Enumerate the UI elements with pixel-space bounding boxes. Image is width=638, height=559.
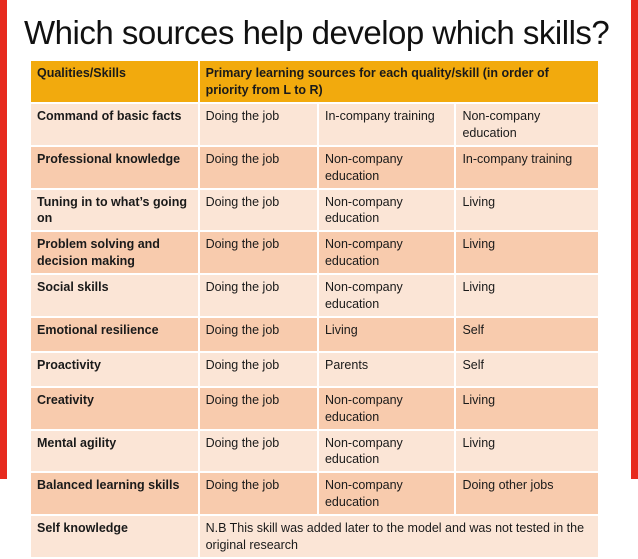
source-cell: Non-company education — [318, 473, 455, 514]
source-cell: Self — [456, 352, 598, 386]
table-row: Professional knowledge Doing the job Non-c… — [31, 146, 598, 188]
source-cell: Doing the job — [199, 146, 317, 188]
header-qualities-skills: Qualities/Skills — [31, 61, 198, 102]
source-cell: Doing other jobs — [456, 473, 598, 514]
table-row: Social skills Doing the job Non-company ed… — [31, 275, 598, 316]
source-cell: Non-company education — [318, 232, 455, 273]
source-cell: Non-company education — [318, 275, 455, 316]
skill-cell: Emotional resilience — [31, 317, 198, 351]
table-header-row: Qualities/Skills Primary learning source… — [31, 61, 598, 102]
source-cell: Doing the job — [199, 232, 317, 273]
source-cell: Non-company education — [318, 430, 455, 472]
source-cell: Living — [456, 232, 598, 273]
source-cell: In-company training — [318, 104, 455, 145]
source-cell: Doing the job — [199, 430, 317, 472]
source-cell: Doing the job — [199, 189, 317, 231]
skill-cell: Mental agility — [31, 430, 198, 472]
skill-cell: Tuning in to what’s going on — [31, 189, 198, 231]
table-row: Balanced learning skills Doing the job Non… — [31, 473, 598, 514]
table-body: Command of basic facts Doing the job In-co… — [31, 104, 598, 557]
skills-sources-table: Qualities/Skills Primary learning source… — [29, 59, 600, 559]
source-cell: Non-company education — [318, 387, 455, 429]
table-row: Proactivity Doing the job Parents Self — [31, 352, 598, 386]
source-cell: In-company training — [456, 146, 598, 188]
table-row: Command of basic facts Doing the job In-co… — [31, 104, 598, 145]
source-cell: Self — [456, 317, 598, 351]
source-cell: Living — [318, 317, 455, 351]
source-cell: Living — [456, 430, 598, 472]
table-row: Mental agility Doing the job Non-company e… — [31, 430, 598, 472]
table-row: Tuning in to what’s going on Doing the jo… — [31, 189, 598, 231]
skill-cell: Balanced learning skills — [31, 473, 198, 514]
skill-cell: Self knowledge — [31, 516, 198, 557]
skill-cell: Proactivity — [31, 352, 198, 386]
source-cell: Parents — [318, 352, 455, 386]
skill-cell: Problem solving and decision making — [31, 232, 198, 273]
skill-cell: Social skills — [31, 275, 198, 316]
table-row: Problem solving and decision making Doing… — [31, 232, 598, 273]
slide-title: Which sources help develop which skills? — [24, 14, 610, 51]
source-cell: Doing the job — [199, 473, 317, 514]
source-cell: Doing the job — [199, 104, 317, 145]
skill-cell: Creativity — [31, 387, 198, 429]
skill-cell: Professional knowledge — [31, 146, 198, 188]
source-cell: Non-company education — [318, 189, 455, 231]
source-cell: Non-company education — [318, 146, 455, 188]
header-primary-sources: Primary learning sources for each qualit… — [199, 61, 598, 102]
note-cell: N.B This skill was added later to the mo… — [199, 516, 598, 557]
source-cell: Living — [456, 387, 598, 429]
source-cell: Living — [456, 189, 598, 231]
right-red-edge-bar — [631, 0, 638, 479]
source-cell: Doing the job — [199, 275, 317, 316]
table-row: Self knowledge N.B This skill was added l… — [31, 516, 598, 557]
left-red-edge-bar — [0, 0, 7, 479]
table-row: Creativity Doing the job Non-company educa… — [31, 387, 598, 429]
source-cell: Doing the job — [199, 317, 317, 351]
source-cell: Doing the job — [199, 352, 317, 386]
skill-cell: Command of basic facts — [31, 104, 198, 145]
table-row: Emotional resilience Doing the job Living S… — [31, 317, 598, 351]
source-cell: Living — [456, 275, 598, 316]
source-cell: Doing the job — [199, 387, 317, 429]
source-cell: Non-company education — [456, 104, 598, 145]
